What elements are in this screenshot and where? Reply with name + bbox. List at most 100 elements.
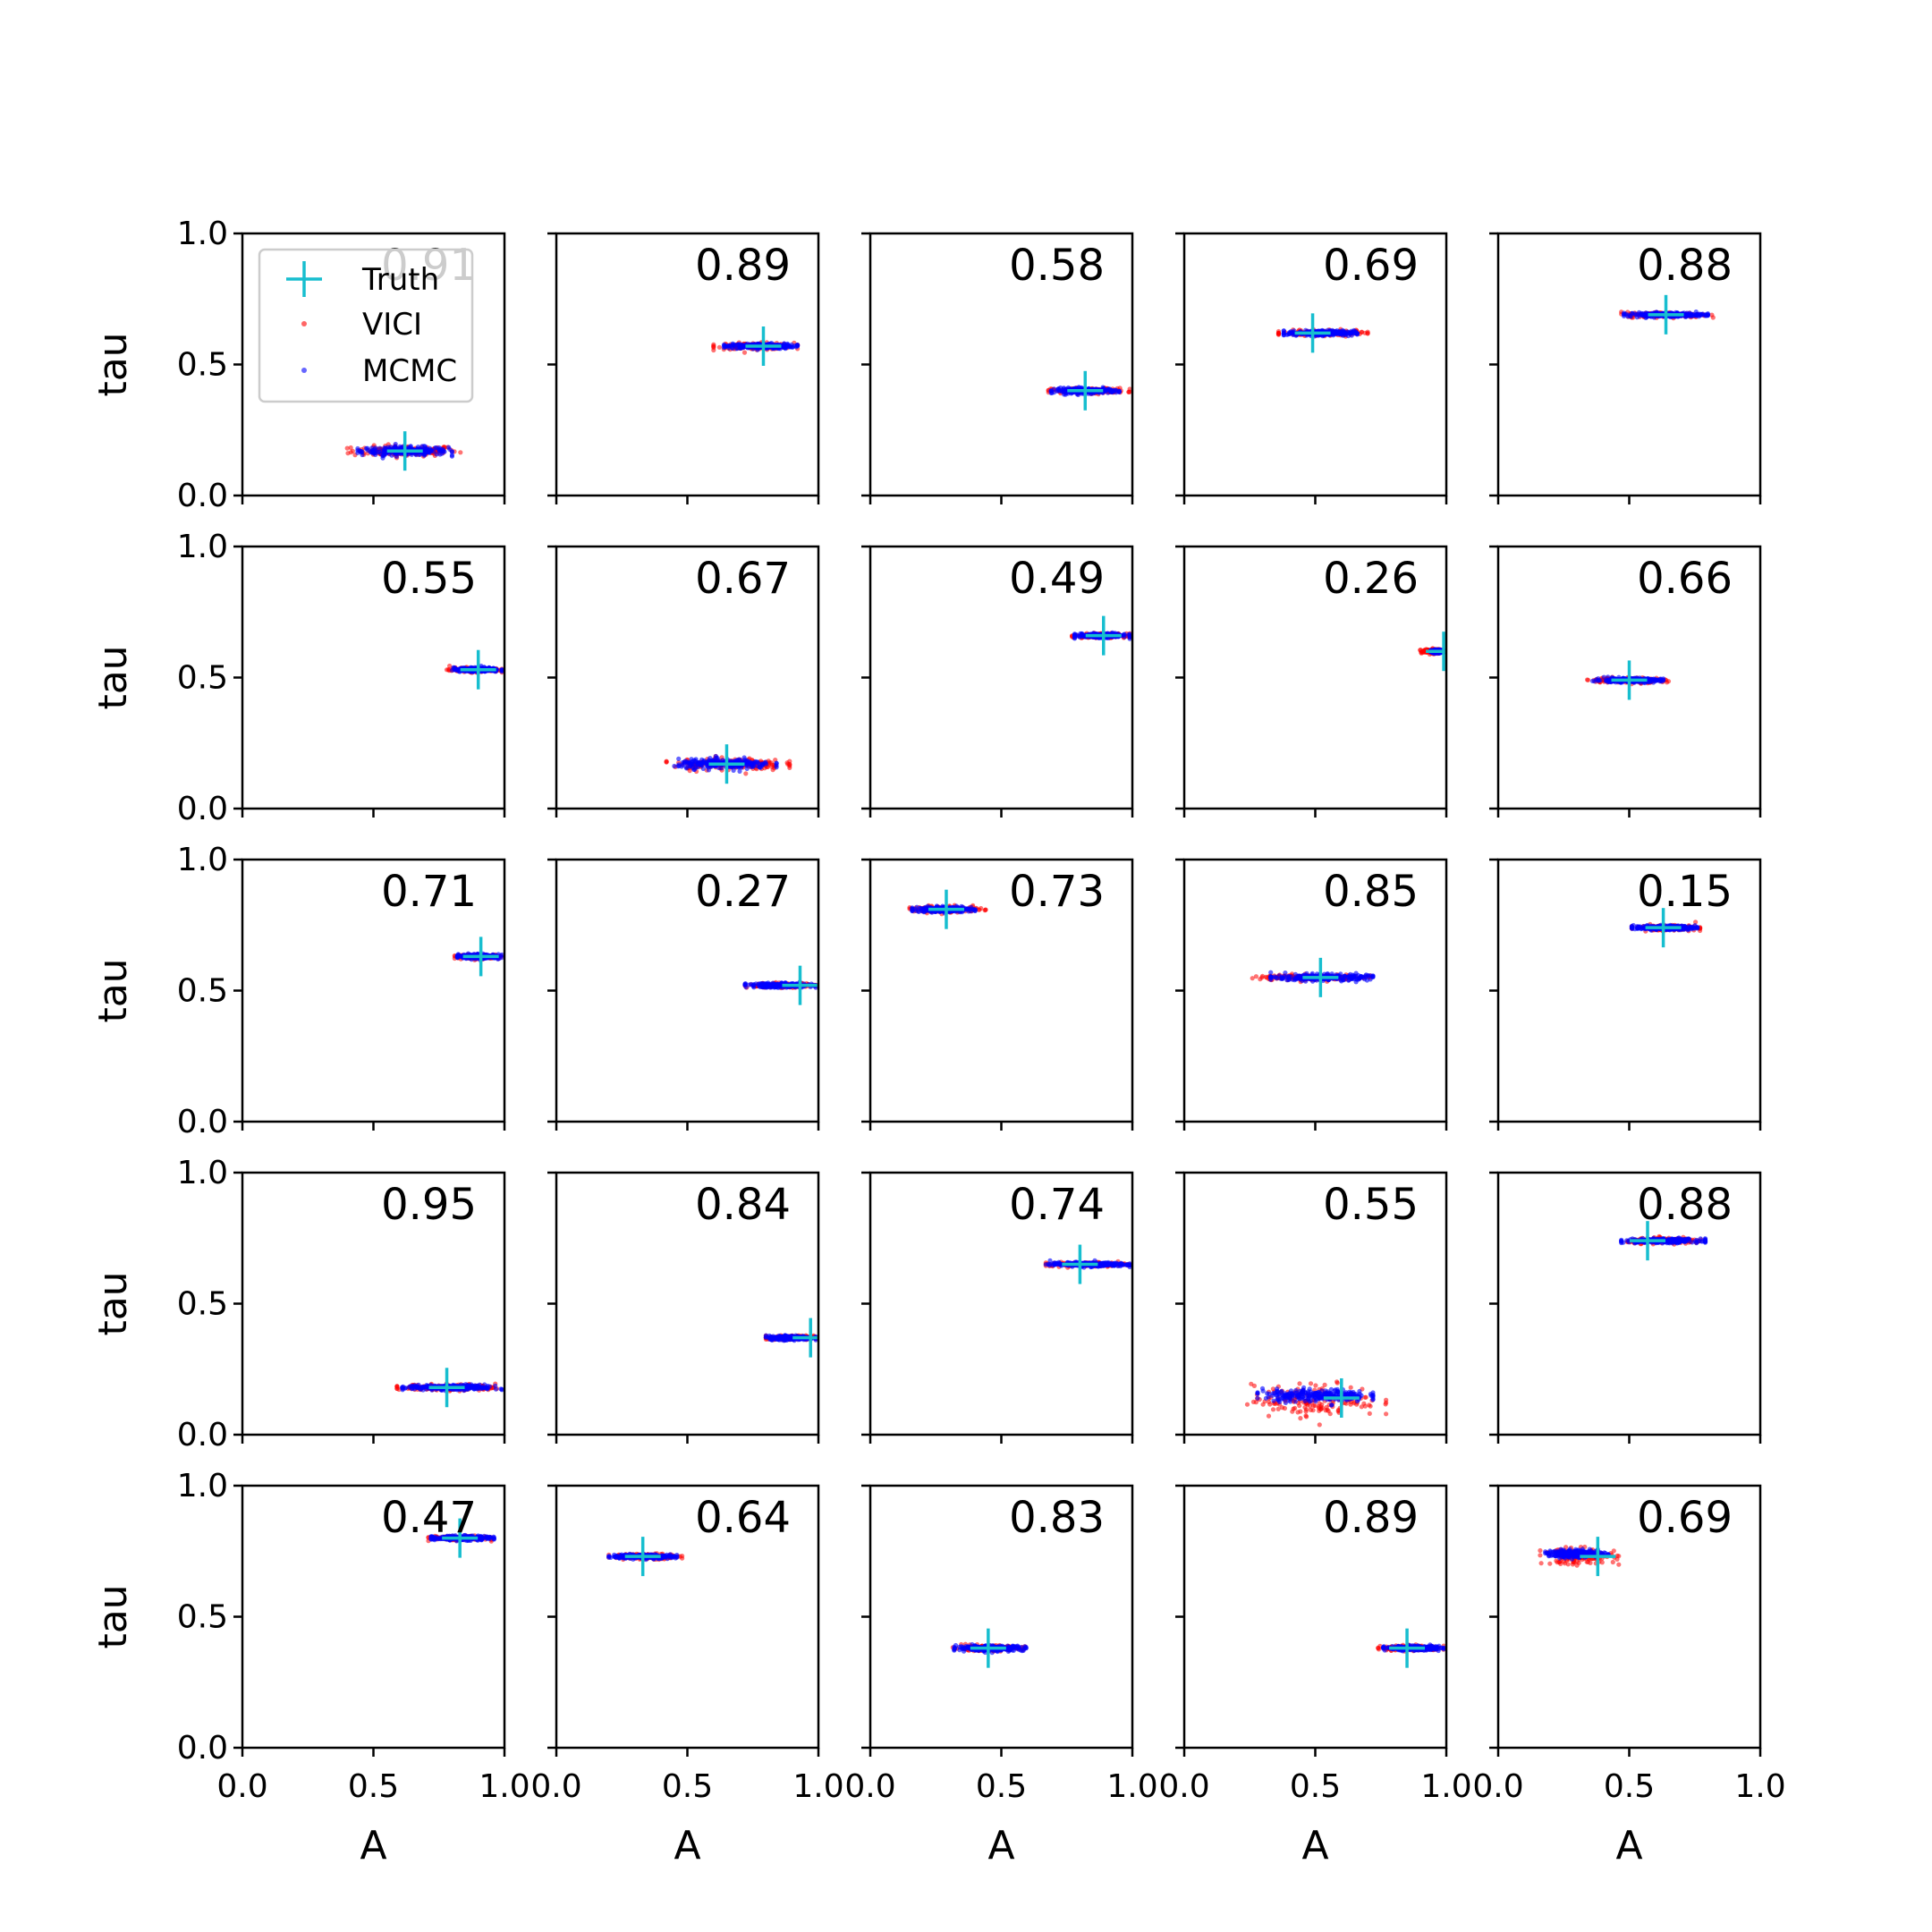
mcmc-point — [1642, 680, 1648, 686]
mcmc-point — [382, 452, 387, 457]
mcmc-point — [672, 763, 677, 769]
overlap-value: 0.71 — [381, 867, 477, 917]
y-tick-label: 1.0 — [177, 842, 228, 878]
mcmc-point — [1648, 680, 1653, 685]
mcmc-point — [1055, 388, 1060, 394]
overlap-value: 0.67 — [695, 554, 791, 604]
y-tick-label: 1.0 — [177, 216, 228, 252]
mcmc-point — [454, 953, 460, 959]
vici-point — [716, 344, 723, 350]
mcmc-point — [1601, 674, 1606, 680]
mcmc-point — [441, 448, 446, 453]
mcmc-point — [1122, 634, 1127, 640]
mcmc-point — [397, 444, 402, 449]
plot-area — [444, 649, 504, 690]
mcmc-point — [774, 760, 779, 766]
y-tick-label: 0.5 — [177, 347, 228, 384]
y-axis-label: tau — [90, 332, 136, 396]
mcmc-point — [725, 343, 731, 348]
mcmc-point — [693, 757, 699, 762]
panel-3: 0.58 — [861, 232, 1134, 504]
truth-marker — [708, 744, 745, 784]
truth-marker — [1067, 370, 1104, 411]
truth-marker — [462, 936, 499, 977]
truth-marker — [1426, 631, 1446, 672]
overlap-value: 0.26 — [1323, 554, 1419, 604]
plot-area — [711, 326, 801, 366]
mcmc-point — [782, 341, 787, 346]
vici-point — [444, 667, 450, 673]
mcmc-point — [1116, 388, 1122, 394]
mcmc-point — [1625, 314, 1631, 319]
overlap-value: 0.49 — [1009, 554, 1105, 604]
mcmc-point — [790, 344, 796, 350]
vici-point — [1275, 332, 1282, 337]
mcmc-point — [1354, 331, 1360, 336]
mcmc-point — [365, 445, 370, 451]
vici-point — [1359, 329, 1364, 335]
mcmc-point — [755, 759, 760, 765]
overlap-value: 0.66 — [1637, 554, 1733, 604]
panel-4: 0.69 — [1175, 232, 1448, 504]
mcmc-point — [714, 755, 719, 761]
mcmc-point — [737, 768, 742, 775]
vici-point — [1365, 329, 1370, 335]
mcmc-point — [499, 667, 504, 673]
mcmc-point — [1347, 331, 1352, 336]
mcmc-point — [722, 343, 727, 348]
mcmc-point — [700, 761, 706, 767]
vici-point — [447, 663, 453, 669]
mcmc-point — [686, 760, 691, 766]
panel-10: 0.66 — [1489, 545, 1762, 818]
mcmc-point — [409, 452, 414, 457]
truth-marker — [1294, 313, 1331, 353]
mcmc-point — [750, 761, 757, 767]
plot-area — [1275, 313, 1370, 353]
vici-point — [1275, 328, 1282, 335]
vici-point — [743, 771, 749, 776]
plot-area — [664, 744, 792, 784]
mcmc-point — [1703, 312, 1708, 318]
mcmc-point — [454, 667, 460, 673]
mcmc-point — [745, 760, 750, 766]
plot-area — [742, 965, 818, 1005]
mcmc-point — [1688, 312, 1694, 318]
mcmc-point — [1651, 676, 1657, 682]
mcmc-point — [499, 955, 504, 961]
panel-5: 0.88 — [1489, 232, 1762, 504]
mcmc-point — [795, 342, 801, 348]
vici-point — [1419, 650, 1424, 656]
truth-marker — [460, 649, 496, 690]
mcmc-point — [434, 452, 439, 457]
mcmc-point — [1076, 385, 1081, 390]
mcmc-point — [449, 453, 454, 459]
y-tick-label: 0.0 — [177, 1104, 228, 1140]
mcmc-point — [360, 452, 365, 458]
mcmc-point — [682, 758, 688, 764]
panel-12: 0.27 — [547, 858, 820, 1131]
overlap-value: 0.89 — [695, 241, 791, 291]
mcmc-point — [1127, 634, 1132, 640]
vici-point — [348, 445, 353, 451]
mcmc-point — [758, 765, 764, 770]
mcmc-point — [1630, 310, 1635, 316]
mcmc-point — [744, 766, 750, 772]
vici-point — [1585, 677, 1590, 682]
panel-9: 0.26 — [1175, 545, 1448, 818]
panel-7: 0.67 — [547, 545, 820, 818]
truth-marker — [386, 431, 423, 471]
vici-point — [770, 762, 775, 767]
overlap-value: 0.58 — [1009, 241, 1105, 291]
mcmc-point — [1643, 313, 1648, 318]
mcmc-point — [386, 445, 391, 450]
mcmc-point — [675, 764, 681, 769]
y-tick-label: 0.0 — [177, 791, 228, 827]
vici-point — [350, 448, 355, 453]
mcmc-point — [1089, 391, 1094, 396]
truth-marker — [1611, 660, 1648, 700]
truth-marker — [745, 326, 782, 366]
mcmc-point — [1076, 633, 1081, 639]
